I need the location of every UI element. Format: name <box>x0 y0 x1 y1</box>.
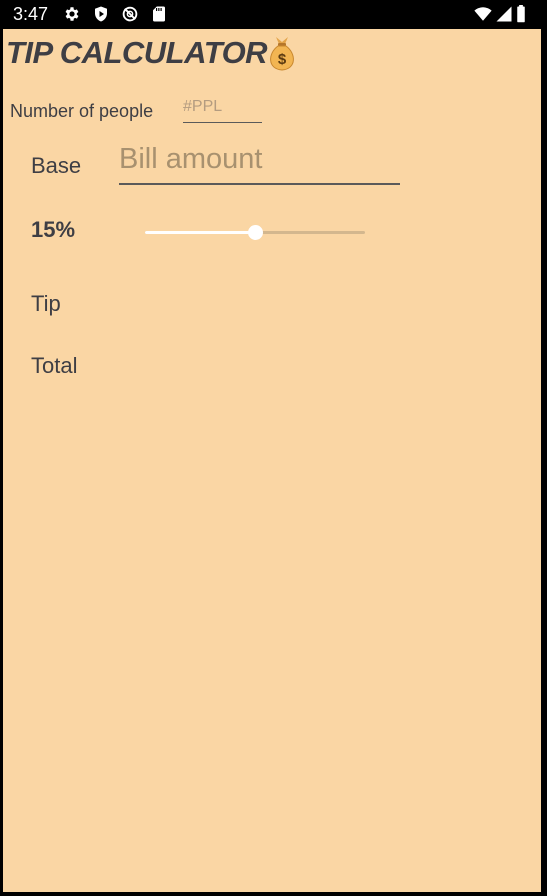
slider-fill <box>145 231 255 234</box>
number-of-people-input[interactable] <box>183 95 262 123</box>
app-screen: TIP CALCULATOR $ Number of people Base 1… <box>3 29 541 892</box>
tip-percent-slider[interactable] <box>145 222 365 242</box>
number-of-people-label: Number of people <box>10 101 154 121</box>
bill-amount-input[interactable] <box>119 141 400 185</box>
battery-icon <box>515 5 527 23</box>
svg-text:$: $ <box>278 51 287 68</box>
tip-percent-label: 15% <box>31 217 76 242</box>
base-label: Base <box>31 153 82 178</box>
no-sync-icon <box>121 5 139 23</box>
wifi-icon <box>474 5 492 23</box>
signal-icon <box>495 5 513 23</box>
status-bar: 3:47 <box>0 0 547 29</box>
money-bag-icon: $ <box>265 33 299 73</box>
sd-card-icon <box>150 5 168 23</box>
app-title: TIP CALCULATOR <box>6 35 268 70</box>
slider-thumb[interactable] <box>248 225 263 240</box>
gear-icon <box>63 5 81 23</box>
total-label: Total <box>31 353 78 378</box>
shield-play-icon <box>92 5 110 23</box>
status-time: 3:47 <box>13 4 49 24</box>
tip-label: Tip <box>31 291 61 316</box>
